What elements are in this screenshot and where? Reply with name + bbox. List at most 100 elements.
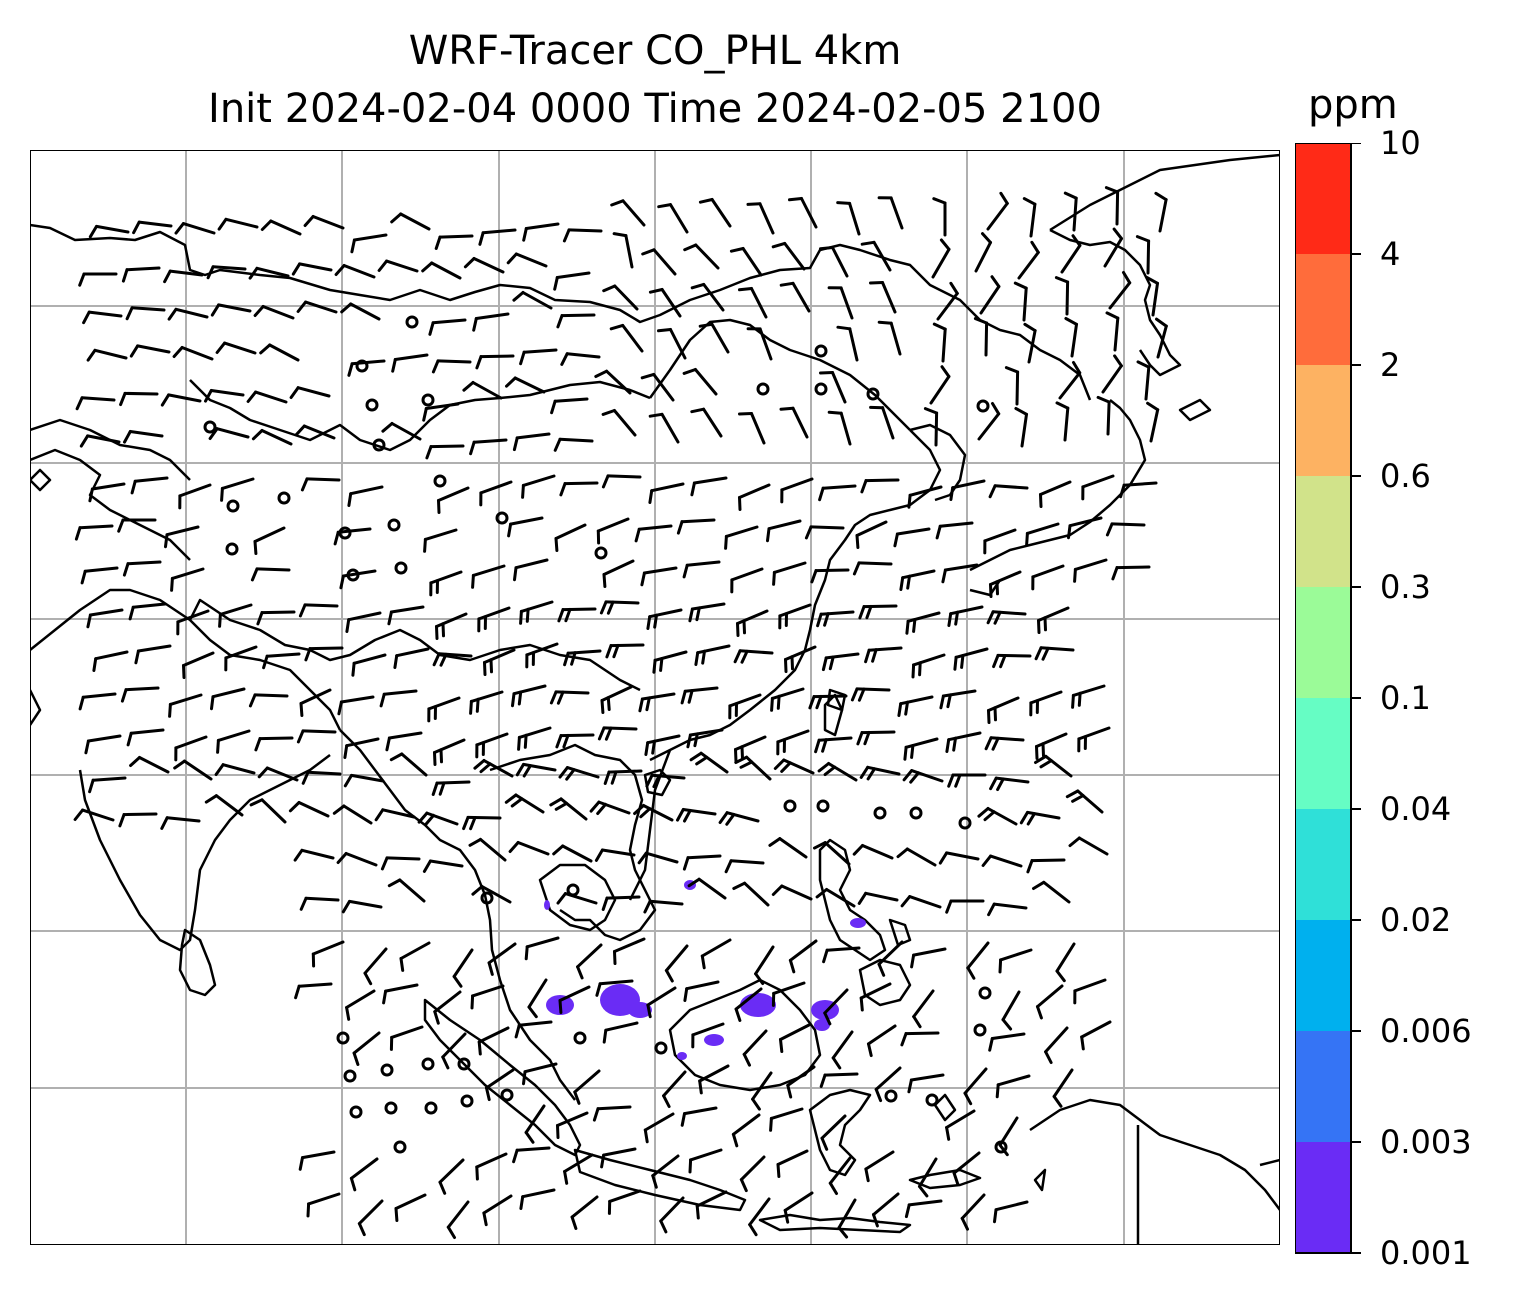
wind-barb — [570, 1195, 599, 1230]
wind-barb — [977, 402, 1001, 441]
wind-barb — [607, 1189, 642, 1215]
wind-barb — [254, 736, 294, 752]
wind-barb — [214, 763, 256, 776]
wind-barb — [129, 756, 170, 774]
wind-barb — [167, 307, 209, 321]
wind-barb — [160, 393, 202, 407]
wind-barb — [1029, 690, 1063, 717]
wind-barb — [1154, 191, 1168, 233]
wind-barb — [1108, 271, 1132, 310]
wind-barb — [168, 693, 203, 718]
wind-barb — [524, 936, 560, 961]
wind-barb — [1023, 322, 1037, 364]
wind-barb — [912, 989, 935, 1029]
wind-barb — [250, 567, 291, 582]
wind-barb — [602, 1021, 639, 1044]
wind-barb — [819, 1072, 859, 1088]
wind-barb — [293, 848, 335, 862]
wind-barb — [682, 560, 721, 579]
wind-barb — [784, 645, 817, 673]
wind-barb — [78, 272, 118, 287]
wind-barb — [477, 1026, 510, 1056]
wind-barb — [1081, 474, 1115, 501]
wind-barb — [827, 410, 852, 446]
wind-barb — [600, 685, 633, 714]
wind-barb — [770, 687, 805, 712]
wind-barb — [952, 1151, 981, 1186]
wind-barb — [117, 518, 157, 533]
wind-barb — [911, 653, 946, 679]
wind-barb — [973, 317, 989, 357]
wind-barb — [1032, 880, 1071, 904]
wind-barb — [988, 484, 1029, 499]
wind-barb — [860, 478, 900, 494]
wind-barb — [945, 899, 985, 914]
wind-barb — [389, 1025, 424, 1051]
wind-barb — [960, 1193, 986, 1231]
wind-barb — [738, 483, 771, 511]
calm-wind-markers — [203, 315, 1008, 1154]
wind-barb — [560, 352, 601, 366]
wind-barb — [905, 611, 941, 635]
wind-barb — [470, 984, 505, 1010]
wind-barb — [729, 247, 763, 277]
calm-marker — [336, 1031, 350, 1045]
wind-barb — [553, 271, 591, 291]
wind-barb — [984, 736, 1025, 751]
wind-barb — [1017, 240, 1040, 280]
calm-marker — [346, 568, 360, 582]
wind-barb — [120, 686, 160, 703]
wind-barb — [82, 310, 123, 325]
wind-barb — [74, 524, 114, 541]
wind-barb — [963, 1067, 988, 1106]
wind-barb — [1064, 317, 1078, 358]
wind-barb — [422, 402, 460, 422]
calm-marker — [393, 1140, 407, 1154]
wind-barb — [780, 477, 814, 504]
wind-barb — [515, 762, 557, 778]
calm-marker — [573, 1031, 587, 1045]
wind-barb — [380, 856, 421, 871]
wind-barb — [513, 558, 549, 582]
wind-barb — [485, 1068, 515, 1102]
wind-barb — [929, 365, 951, 405]
wind-barb — [734, 755, 772, 781]
wind-barb — [831, 1030, 854, 1070]
wind-barb — [823, 988, 849, 1026]
wind-barb — [836, 325, 859, 362]
wind-barb — [688, 1148, 723, 1174]
calm-marker — [457, 1057, 471, 1071]
wind-barb — [446, 1200, 470, 1239]
wind-barb — [1104, 186, 1120, 226]
wind-barb — [1037, 606, 1070, 634]
wind-barb — [174, 735, 208, 762]
colorbar-band — [1295, 698, 1351, 809]
wind-barb — [563, 649, 602, 667]
wind-barb — [1036, 984, 1064, 1020]
wind-barb — [766, 519, 802, 543]
colorbar-tick-label: 10 — [1380, 124, 1421, 162]
wind-barb — [1034, 754, 1073, 778]
wind-barb — [687, 877, 727, 900]
colorbar-tick-label: 0.001 — [1380, 1234, 1472, 1272]
wind-barb — [176, 609, 210, 636]
wind-barb — [299, 688, 332, 717]
colorbar-tick-label: 4 — [1380, 235, 1401, 273]
wind-barb — [462, 815, 502, 831]
wind-barb — [438, 1158, 465, 1195]
wind-barb — [1135, 235, 1151, 275]
wind-barb — [303, 215, 345, 230]
wind-barb — [259, 343, 300, 362]
wind-barb — [508, 841, 550, 856]
wind-barb — [417, 811, 459, 826]
wind-barb — [657, 328, 687, 360]
calm-marker — [203, 420, 217, 434]
wind-barb — [605, 643, 645, 659]
wind-barb — [471, 885, 512, 904]
colorbar-tick-label: 2 — [1380, 346, 1401, 384]
wind-barb — [1014, 407, 1028, 448]
wind-barb — [776, 1149, 809, 1178]
wind-barb — [482, 1194, 513, 1227]
wind-barb — [610, 199, 646, 227]
wind-barb — [441, 1032, 467, 1070]
